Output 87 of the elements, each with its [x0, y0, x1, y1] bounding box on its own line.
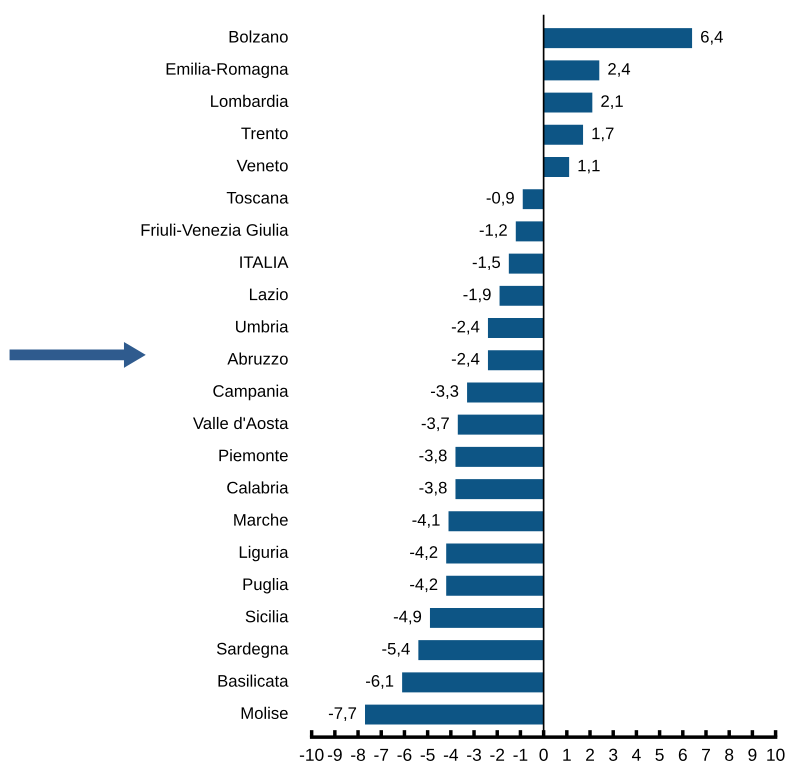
- x-tick-label: -9: [328, 748, 342, 761]
- y-tick-label: Sicilia: [246, 610, 288, 622]
- data-label: -1,5: [472, 256, 500, 270]
- data-label: -2,4: [452, 320, 480, 334]
- bar: [508, 254, 544, 274]
- x-tick-label: 9: [748, 748, 756, 761]
- x-tick-label: -7: [374, 748, 388, 761]
- x-tick-label: -10: [300, 748, 324, 761]
- data-label: -3,7: [422, 417, 449, 432]
- data-label: -1,2: [480, 224, 507, 238]
- y-tick-label: Bolzano: [230, 30, 288, 43]
- y-tick-label: Abruzzo: [227, 352, 288, 365]
- x-tick-label: 3: [609, 748, 618, 761]
- bar: [522, 189, 544, 210]
- y-tick-label: Puglia: [243, 578, 288, 594]
- y-tick-label: Toscana: [226, 192, 288, 204]
- bar: [488, 350, 544, 370]
- data-label: -4,1: [412, 514, 440, 528]
- x-tick-label: -3: [467, 748, 481, 761]
- x-tick-label: 1: [563, 748, 571, 761]
- data-label: -4,2: [410, 546, 438, 560]
- y-tick-label: Valle d'Aosta: [193, 416, 288, 430]
- y-tick-label: Sardegna: [216, 642, 288, 658]
- y-tick-label: Trento: [241, 128, 288, 140]
- bar: [467, 382, 544, 402]
- y-tick-label: Marche: [234, 514, 288, 526]
- y-tick-label: Campania: [213, 384, 288, 400]
- data-label: 1,1: [578, 160, 600, 174]
- x-tick-label: 0: [539, 748, 548, 761]
- bar: [458, 414, 544, 435]
- x-tick-label: -6: [397, 748, 412, 761]
- bar: [544, 124, 584, 145]
- y-tick-label: Molise: [242, 706, 288, 720]
- x-tick-label: -1: [513, 748, 528, 761]
- y-tick-label: Piemonte: [219, 449, 288, 462]
- data-label: -4,9: [394, 610, 422, 624]
- bar: [448, 511, 544, 532]
- y-tick-label: Lazio: [250, 288, 288, 300]
- bar: [516, 221, 544, 242]
- bar: [455, 446, 544, 467]
- bar: [446, 576, 544, 596]
- bar: [446, 544, 544, 564]
- y-tick-label: Basilicata: [218, 674, 288, 687]
- bar: [402, 672, 544, 692]
- bar: [544, 60, 600, 80]
- y-tick-label: Emilia-Romagna: [166, 62, 288, 78]
- data-label: -5,4: [382, 642, 410, 657]
- data-label: 6,4: [701, 30, 723, 45]
- y-tick-label: Lombardia: [211, 94, 288, 108]
- x-tick-label: -8: [351, 748, 366, 761]
- data-label: -0,9: [486, 192, 514, 206]
- data-label: -2,4: [452, 352, 480, 367]
- bar: [544, 28, 692, 48]
- bar: [500, 286, 544, 306]
- data-label: -6,1: [366, 675, 394, 689]
- bar: [544, 92, 592, 113]
- x-tick-label: 5: [655, 748, 664, 761]
- data-label: -3,8: [419, 482, 447, 496]
- bar: [455, 479, 544, 500]
- bar: [430, 608, 544, 628]
- x-tick-label: 8: [725, 748, 734, 761]
- x-tick-label: 7: [702, 748, 710, 761]
- data-label: 2,1: [601, 95, 623, 110]
- data-label: -7,7: [328, 707, 356, 721]
- bar: [418, 640, 544, 660]
- y-tick-label: Umbria: [236, 320, 288, 333]
- data-label: -1,9: [463, 288, 491, 302]
- x-tick-label: 4: [632, 748, 641, 761]
- data-label: 2,4: [608, 63, 630, 77]
- data-label: 1,7: [592, 128, 614, 142]
- x-tick-label: -4: [444, 748, 458, 761]
- data-label: -3,8: [419, 450, 447, 464]
- y-tick-label: Friuli-Venezia Giulia: [142, 224, 288, 236]
- x-tick-label: 2: [586, 748, 594, 761]
- y-tick-label: Calabria: [227, 481, 288, 494]
- y-tick-label: Veneto: [236, 160, 288, 172]
- data-label: -3,3: [430, 385, 458, 399]
- y-tick-label: ITALIA: [240, 256, 288, 268]
- x-tick-label: -5: [420, 748, 435, 761]
- x-tick-label: 6: [678, 748, 687, 761]
- bar: [488, 318, 544, 338]
- y-tick-label: Liguria: [240, 546, 288, 562]
- x-tick-label: 10: [767, 748, 785, 761]
- bar: [365, 704, 544, 725]
- data-label: -4,2: [410, 578, 438, 592]
- bar: [544, 157, 570, 177]
- x-tick-label: -2: [490, 748, 504, 761]
